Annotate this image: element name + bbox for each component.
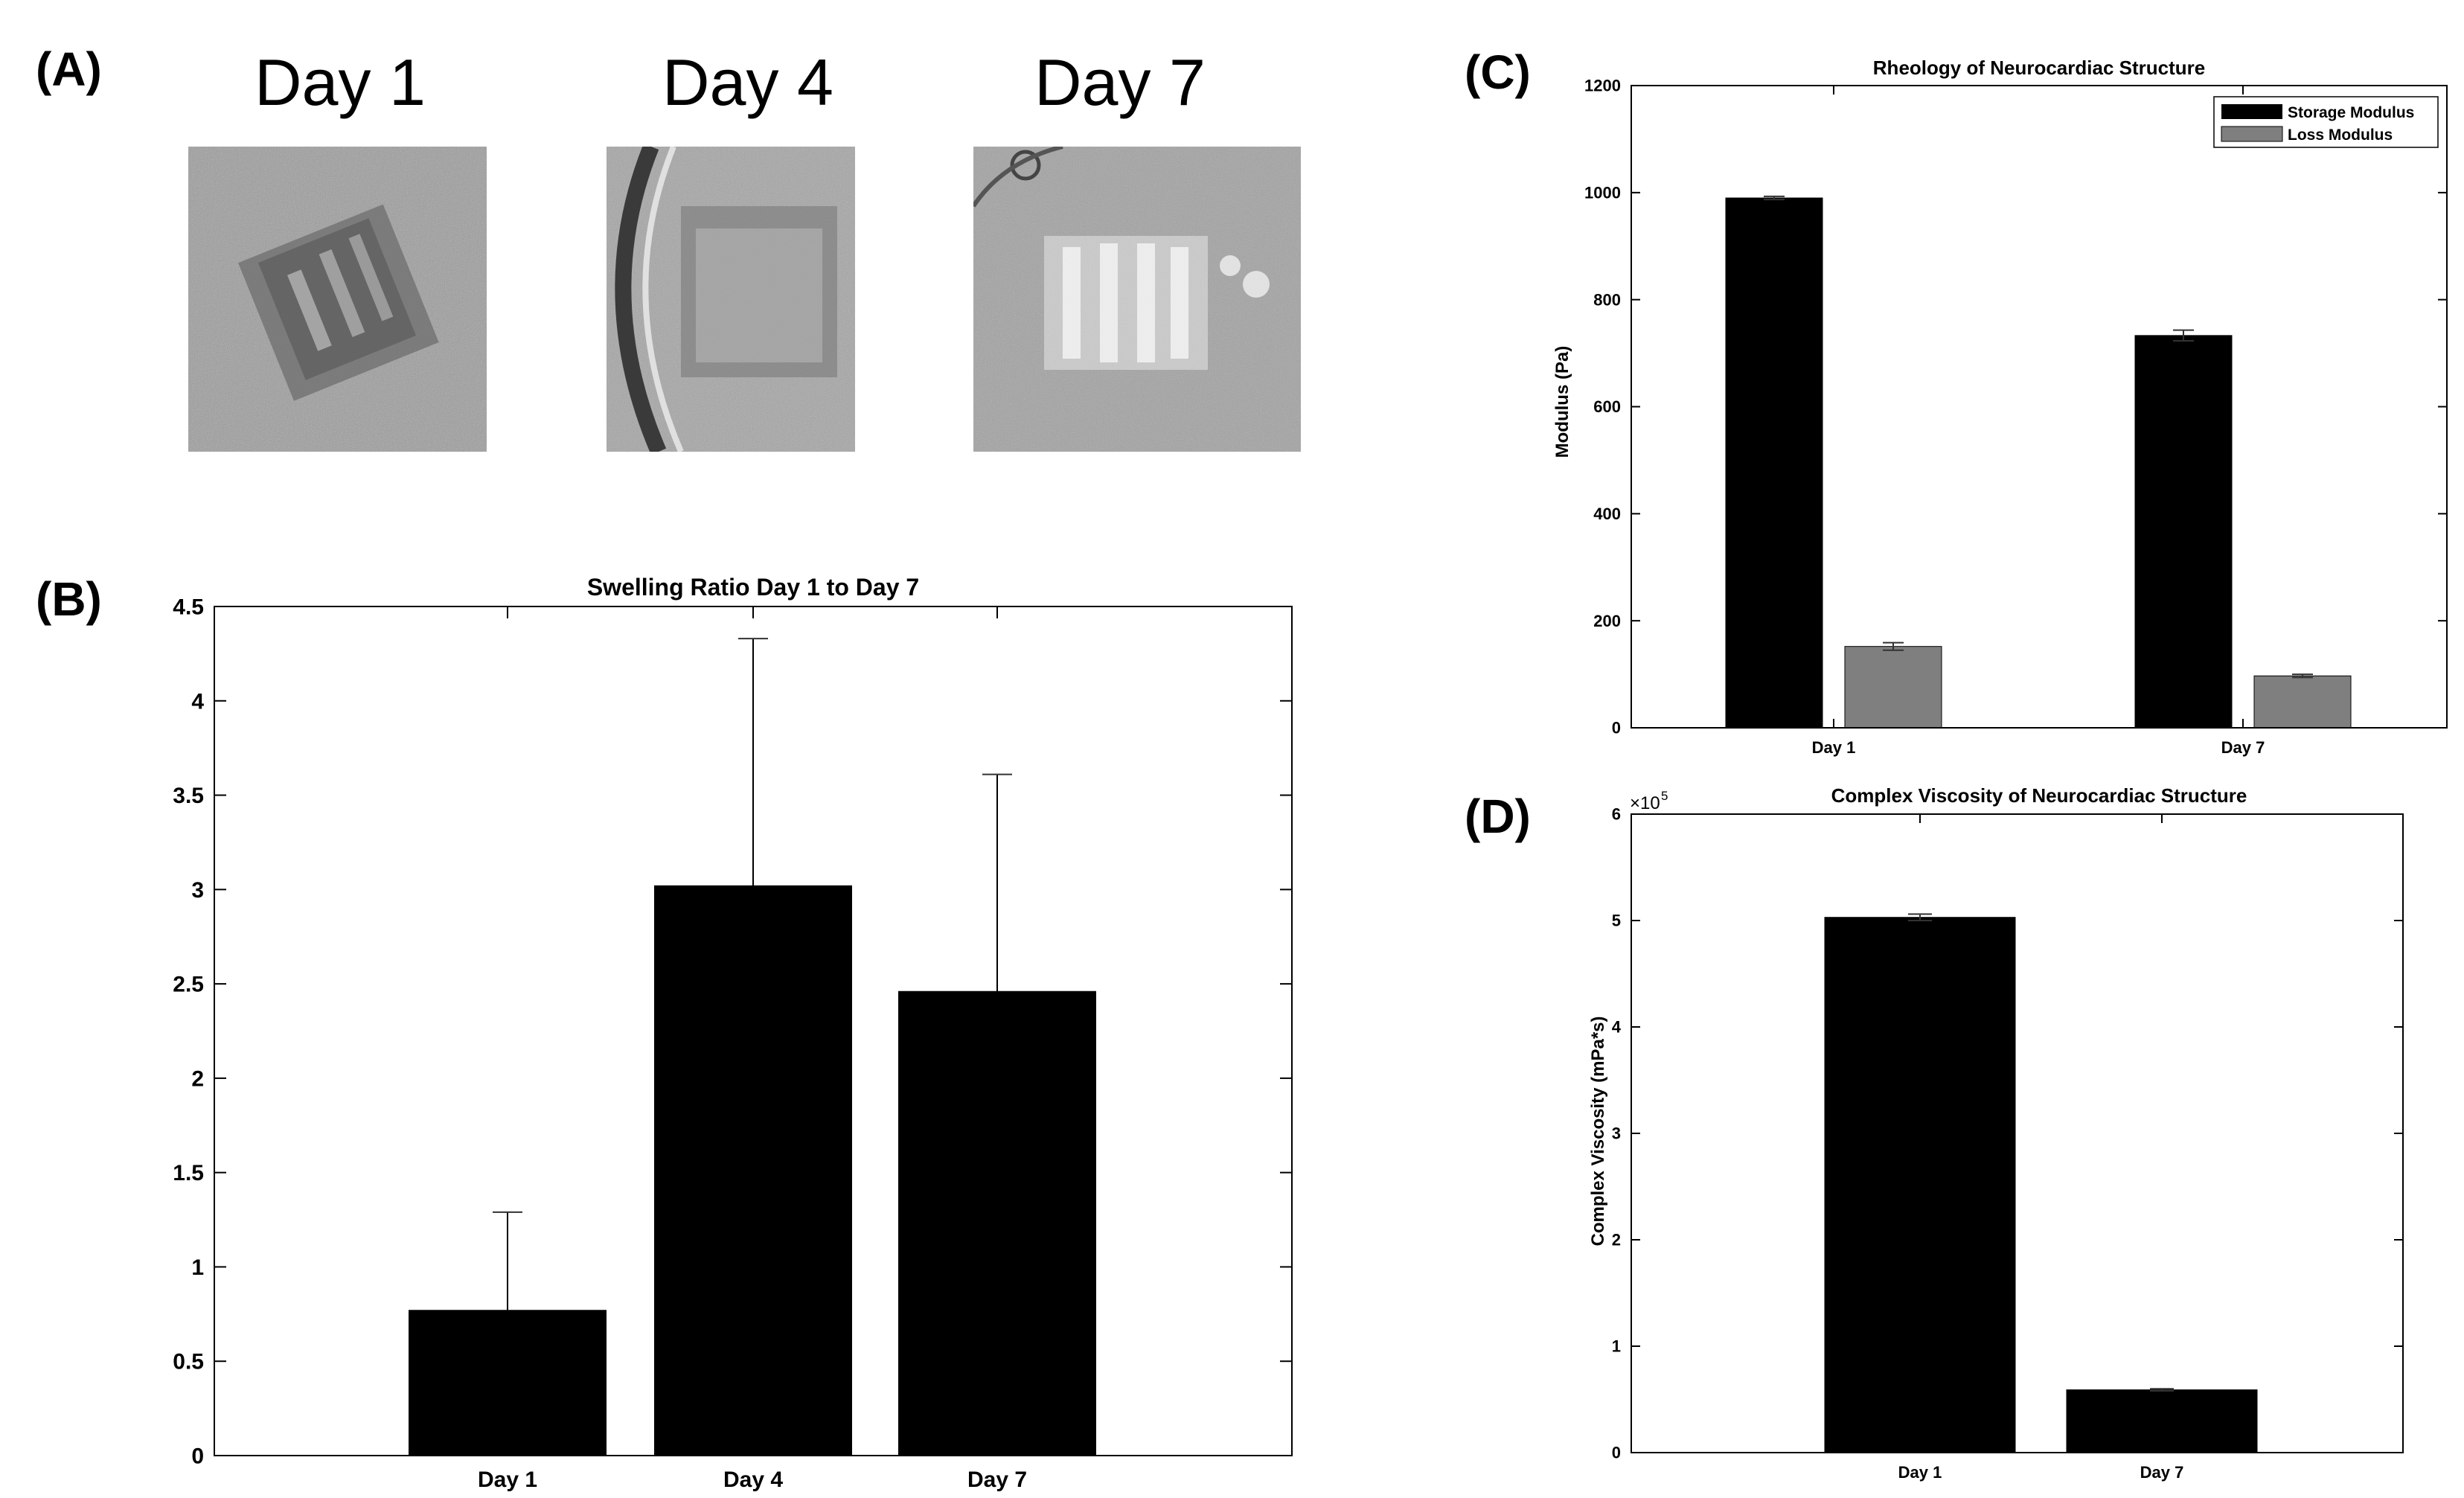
chart-b-title: Swelling Ratio Day 1 to Day 7 [587, 574, 919, 601]
chart-c: Rheology of Neurocardiac Structure Modul… [1552, 57, 2448, 757]
chart-b-bar [898, 990, 1096, 1456]
chart-b-category-label: Day 4 [723, 1467, 783, 1492]
chart-c-ytick-label: 600 [1593, 397, 1621, 416]
panel-label-a: (A) [36, 42, 102, 96]
chart-d-ytick-label: 4 [1612, 1018, 1622, 1037]
chart-c-bar [2253, 675, 2352, 729]
chart-b-ytick-label: 3 [191, 878, 204, 903]
chart-b-ytick-label: 3.5 [173, 784, 204, 808]
chart-d-ytick-label: 1 [1612, 1337, 1621, 1356]
chart-c-bar [1725, 197, 1823, 729]
chart-c-ytick-label: 400 [1593, 505, 1621, 523]
chart-c-legend: Storage Modulus Loss Modulus [2213, 96, 2439, 148]
chart-c-bar [1844, 646, 1942, 729]
panel-label-d: (D) [1465, 790, 1531, 843]
chart-d-bar [2066, 1389, 2258, 1453]
chart-d-exponent-power: 5 [1661, 789, 1668, 803]
panel-label-c: (C) [1465, 45, 1531, 99]
chart-c-axes-box [1631, 85, 2448, 729]
chart-c-category-label: Day 7 [2221, 738, 2265, 757]
chart-c-title: Rheology of Neurocardiac Structure [1873, 57, 2205, 79]
chart-b: Swelling Ratio Day 1 to Day 7 0 0.5 1 1.5 2 2… [173, 574, 1293, 1492]
hydrogel-photo-day7 [973, 147, 1301, 452]
chart-c-ylabel: Modulus (Pa) [1552, 346, 1572, 458]
chart-b-ytick-label: 1 [191, 1255, 204, 1280]
chart-b-category-label: Day 1 [478, 1467, 537, 1492]
chart-c-ytick-label: 800 [1593, 290, 1621, 309]
chart-d-title: Complex Viscosity of Neurocardiac Struct… [1831, 784, 2247, 807]
legend-label-storage: Storage Modulus [2288, 104, 2414, 121]
chart-b-bar [654, 885, 852, 1456]
chart-d-ytick-label: 5 [1612, 912, 1621, 930]
panel-label-b: (B) [36, 572, 102, 626]
photo-label-day7: Day 7 [1034, 45, 1206, 119]
photo-label-day4: Day 4 [662, 45, 833, 119]
chart-b-axes-box [214, 606, 1293, 1456]
chart-d: Complex Viscosity of Neurocardiac Struct… [1588, 784, 2404, 1482]
chart-d-ytick-label: 2 [1612, 1231, 1621, 1249]
chart-b-ytick-label: 2 [191, 1066, 204, 1091]
chart-c-ytick-label: 0 [1612, 719, 1621, 737]
chart-d-exponent-base: ×10 [1630, 793, 1660, 813]
chart-c-ytick-label: 1200 [1584, 77, 1621, 95]
chart-d-ytick-label: 6 [1612, 805, 1621, 824]
hydrogel-photo-day4 [607, 147, 855, 452]
photo-label-day1: Day 1 [255, 45, 426, 119]
chart-c-ytick-label: 200 [1593, 612, 1621, 630]
chart-d-ytick-label: 0 [1612, 1444, 1621, 1462]
legend-swatch-storage [2221, 104, 2282, 119]
legend-swatch-loss [2221, 126, 2283, 142]
chart-b-ytick-label: 4 [191, 689, 204, 714]
chart-b-bar [409, 1310, 607, 1456]
chart-c-bar [2134, 335, 2233, 729]
chart-c-ytick-label: 1000 [1584, 184, 1621, 202]
chart-d-bar [1824, 917, 2016, 1453]
chart-c-category-label: Day 1 [1812, 738, 1856, 757]
chart-b-ytick-label: 0 [191, 1444, 204, 1469]
chart-b-ytick-label: 4.5 [173, 595, 204, 620]
chart-d-axes-box [1631, 813, 2404, 1453]
hydrogel-photo-day1 [188, 147, 487, 452]
legend-label-loss: Loss Modulus [2288, 127, 2393, 144]
chart-d-category-label: Day 1 [1898, 1463, 1942, 1482]
chart-b-ytick-label: 0.5 [173, 1350, 204, 1374]
chart-b-category-label: Day 7 [967, 1467, 1027, 1492]
chart-d-ylabel: Complex Viscosity (mPa*s) [1588, 1016, 1608, 1246]
chart-d-category-label: Day 7 [2140, 1463, 2184, 1482]
chart-d-ytick-label: 3 [1612, 1124, 1621, 1143]
chart-b-ytick-label: 1.5 [173, 1161, 204, 1185]
chart-b-ytick-label: 2.5 [173, 973, 204, 997]
